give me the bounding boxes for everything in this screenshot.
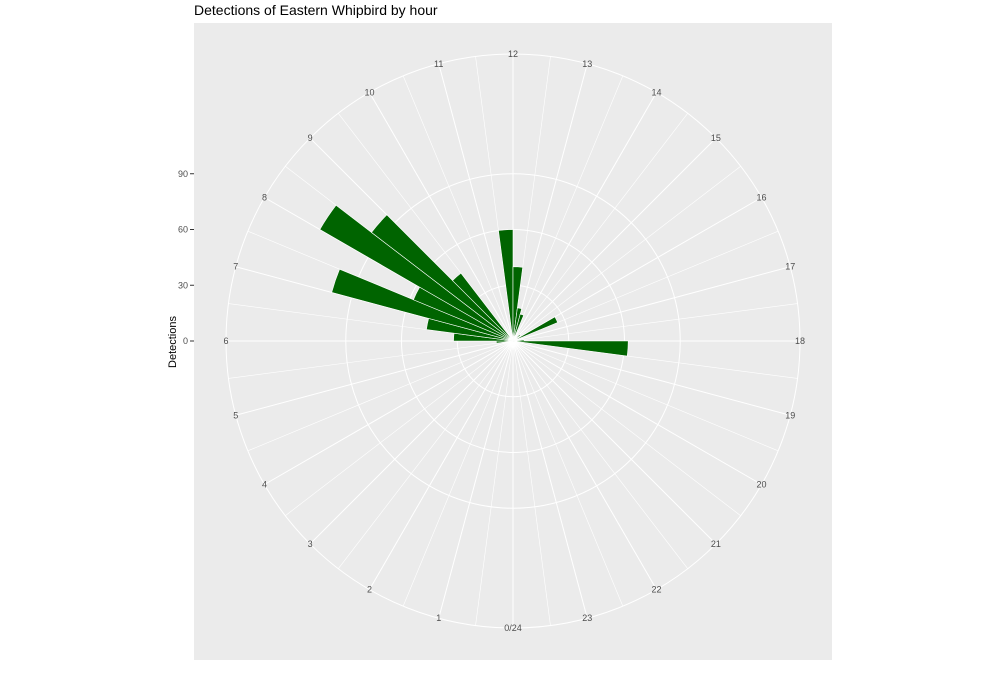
grid-spoke	[402, 340, 514, 607]
grid-spoke	[369, 340, 514, 590]
bar-wedge	[319, 204, 514, 342]
grid-spoke	[512, 340, 624, 607]
bar-wedge	[452, 272, 514, 342]
y-tick-label: 60	[178, 225, 188, 235]
grid-spoke	[309, 340, 514, 545]
grid-spoke	[512, 340, 717, 545]
hour-tick-label: 19	[785, 410, 795, 420]
grid-spoke	[512, 340, 762, 485]
hour-tick-label: 17	[785, 262, 795, 272]
grid-spoke	[512, 340, 688, 569]
bar-wedge	[498, 229, 514, 342]
grid-spoke	[512, 137, 717, 342]
grid-spoke	[512, 166, 741, 342]
hour-label-layer: 0/24123456789101112131415161718192021222…	[223, 49, 805, 633]
hour-tick-label: 16	[756, 193, 766, 203]
grid-spoke	[512, 340, 657, 590]
bar-wedge	[512, 313, 525, 342]
hour-tick-label: 21	[711, 539, 721, 549]
y-axis-title: Detections	[167, 316, 179, 368]
grid-spoke	[264, 340, 514, 485]
grid-spoke	[438, 63, 514, 342]
hour-tick-label: 22	[651, 585, 661, 595]
hour-tick-label: 5	[233, 410, 238, 420]
bar-wedge	[512, 316, 559, 342]
hour-tick-label: 2	[367, 585, 372, 595]
grid-spoke	[512, 113, 688, 342]
hour-tick-label: 1	[436, 613, 441, 623]
hour-tick-label: 7	[233, 262, 238, 272]
grid-spoke	[475, 340, 514, 626]
grid-spoke	[512, 340, 779, 452]
bar-wedge	[371, 214, 514, 342]
chart-title: Detections of Eastern Whipbird by hour	[194, 2, 438, 18]
hour-tick-label: 14	[651, 88, 661, 98]
grid-spoke	[512, 303, 798, 342]
hour-tick-label: 0/24	[504, 623, 522, 633]
hour-tick-label: 13	[582, 59, 592, 69]
grid-spoke	[402, 75, 514, 342]
grid-spoke	[228, 340, 514, 379]
hour-tick-label: 20	[756, 480, 766, 490]
grid-spoke	[247, 340, 514, 452]
bar-wedge	[331, 268, 514, 342]
grid-spoke	[512, 340, 551, 626]
grid-spoke	[512, 340, 741, 516]
hour-tick-label: 4	[262, 480, 267, 490]
hour-tick-label: 11	[434, 59, 443, 69]
y-axis-layer: 0 30 60 90	[178, 169, 194, 346]
bar-layer	[319, 204, 629, 357]
hour-tick-label: 23	[582, 613, 592, 623]
hour-tick-label: 12	[508, 49, 518, 59]
hour-tick-label: 9	[308, 133, 313, 143]
hour-tick-label: 18	[795, 336, 805, 346]
grid-spoke	[369, 92, 514, 342]
grid-spoke	[438, 340, 514, 619]
y-tick-label: 0	[183, 336, 188, 346]
grid-spoke	[338, 340, 514, 569]
bar-wedge	[512, 340, 629, 357]
grid-spoke	[512, 340, 791, 416]
y-tick-label: 30	[178, 280, 188, 290]
hour-tick-label: 15	[711, 133, 721, 143]
grid-spoke	[285, 340, 514, 516]
hour-tick-label: 6	[223, 336, 228, 346]
grid-spoke	[235, 340, 514, 416]
grid-spoke	[512, 63, 588, 342]
y-tick-label: 90	[178, 169, 188, 179]
hour-tick-label: 8	[262, 193, 267, 203]
grid-spoke	[512, 92, 657, 342]
bar-wedge	[512, 334, 521, 342]
hour-tick-label: 3	[308, 539, 313, 549]
hour-tick-label: 10	[364, 88, 374, 98]
grid-spoke	[512, 340, 588, 619]
grid-spoke	[512, 75, 624, 342]
grid-spoke	[512, 266, 791, 342]
